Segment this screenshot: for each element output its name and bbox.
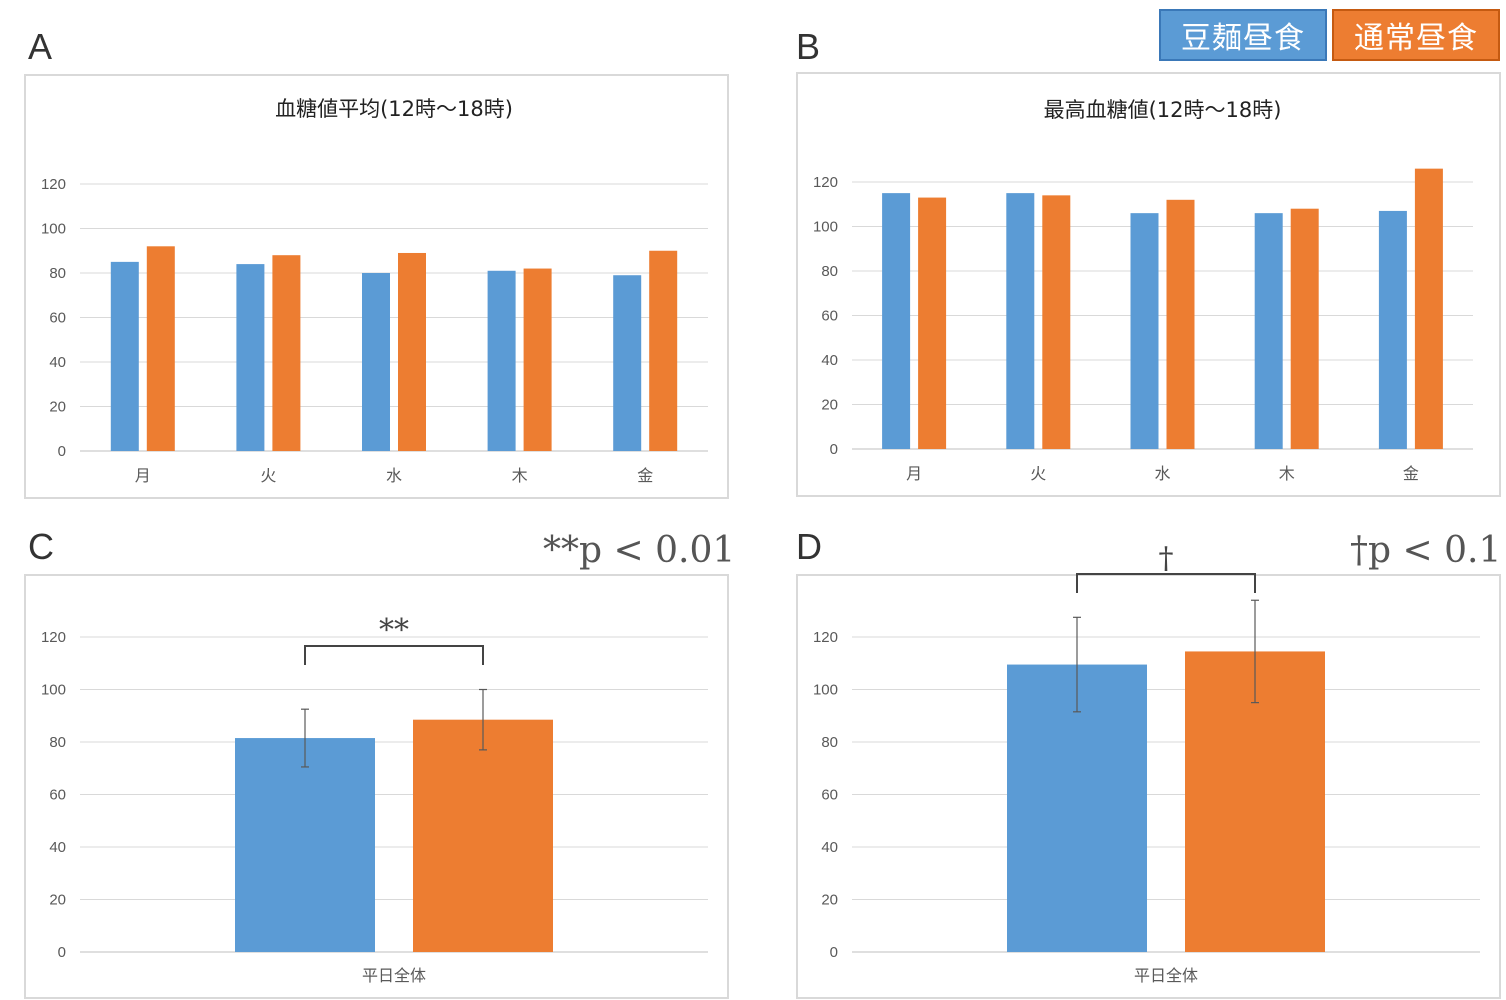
- chart-b-y-tick-label: 100: [813, 219, 838, 236]
- chart-a-category-label: 金: [637, 466, 653, 485]
- panel-letter-d: D: [796, 526, 822, 567]
- chart-b-category-label: 月: [906, 464, 922, 483]
- chart-a-bar-normal-1: [272, 255, 301, 451]
- chart-b-bar-normal-4: [1414, 168, 1443, 449]
- chart-a-category-label: 水: [386, 466, 402, 485]
- chart-a-y-tick-label: 20: [49, 399, 66, 416]
- chart-b-bar-tofu-noodle-2: [1130, 213, 1159, 449]
- chart-b-category-label: 木: [1279, 464, 1295, 483]
- chart-a-y-tick-label: 40: [49, 354, 66, 371]
- legend-item-tofu-noodle-lunch: 豆麺昼食: [1159, 9, 1327, 61]
- chart-a-title: 血糖値平均(12時〜18時): [275, 97, 513, 121]
- chart-d-y-tick-label: 60: [821, 787, 838, 804]
- chart-c-y-tick-label: 80: [49, 734, 66, 751]
- chart-c-y-tick-label: 60: [49, 787, 66, 804]
- panel-letter-a: A: [28, 26, 53, 67]
- chart-b-y-tick-label: 20: [821, 397, 838, 414]
- panel-letter-c: C: [28, 526, 54, 567]
- chart-c-y-tick-label: 40: [49, 839, 66, 856]
- chart-a-bar-normal-4: [649, 250, 678, 451]
- chart-b-bar-normal-2: [1166, 199, 1195, 449]
- chart-b-y-tick-label: 0: [830, 441, 838, 458]
- chart-b-y-tick-label: 80: [821, 263, 838, 280]
- chart-d-significance-bracket: [1076, 573, 1256, 593]
- chart-a-y-tick-label: 80: [49, 265, 66, 282]
- chart-b-bar-tofu-noodle-4: [1378, 210, 1407, 449]
- chart-d-y-tick-label: 100: [813, 682, 838, 699]
- chart-a-category-label: 火: [260, 466, 276, 485]
- chart-d-y-tick-label: 0: [830, 944, 838, 961]
- chart-b-y-tick-label: 60: [821, 308, 838, 325]
- chart-d-y-tick-label: 20: [821, 892, 838, 909]
- chart-a-bar-tofu-noodle-1: [236, 264, 265, 451]
- chart-d-y-tick-label: 80: [821, 734, 838, 751]
- chart-a-y-tick-label: 120: [41, 176, 66, 193]
- chart-a-bar-tofu-noodle-3: [487, 270, 516, 451]
- chart-b-bar-normal-3: [1290, 208, 1319, 449]
- legend-item-normal-lunch: 通常昼食: [1332, 9, 1500, 61]
- chart-b-bar-tofu-noodle-1: [1006, 193, 1035, 449]
- chart-c-y-tick-label: 0: [58, 944, 66, 961]
- chart-c-bar-normal-0: [413, 719, 553, 952]
- significance-note-c: **p < 0.01: [543, 530, 736, 571]
- chart-a-bar-tofu-noodle-4: [613, 275, 642, 451]
- chart-a-category-label: 月: [135, 466, 151, 485]
- chart-d-category-label: 平日全体: [1134, 966, 1198, 985]
- chart-d-significance-marker: †: [1159, 541, 1174, 576]
- chart-b-bar-tofu-noodle-0: [882, 193, 911, 449]
- chart-a-bar-normal-3: [523, 268, 552, 451]
- chart-d-y-tick-label: 120: [813, 629, 838, 646]
- chart-a-bar-normal-2: [398, 252, 426, 451]
- chart-a-y-tick-label: 100: [41, 221, 66, 238]
- chart-b-bar-tofu-noodle-3: [1254, 213, 1283, 449]
- chart-c-significance-bracket: [304, 645, 484, 665]
- significance-note-d: †p < 0.1: [1350, 530, 1502, 571]
- chart-c-y-tick-label: 20: [49, 892, 66, 909]
- chart-a-y-tick-label: 0: [58, 443, 66, 460]
- chart-b-title: 最高血糖値(12時〜18時): [1044, 98, 1282, 122]
- chart-a-bar-tofu-noodle-2: [362, 273, 390, 451]
- chart-c-category-label: 平日全体: [362, 966, 426, 985]
- chart-a-category-label: 木: [512, 466, 528, 485]
- chart-b-category-label: 金: [1403, 464, 1419, 483]
- chart-c-y-tick-label: 120: [41, 629, 66, 646]
- chart-a-bar-normal-0: [146, 246, 175, 451]
- chart-b-bar-normal-0: [918, 197, 947, 449]
- chart-c-y-tick-label: 100: [41, 682, 66, 699]
- panel-letter-b: B: [796, 26, 821, 67]
- chart-b-y-tick-label: 120: [813, 174, 838, 191]
- chart-b-bar-normal-1: [1042, 195, 1071, 449]
- chart-d-y-tick-label: 40: [821, 839, 838, 856]
- chart-b-category-label: 水: [1154, 464, 1170, 483]
- chart-c-significance-marker: **: [379, 613, 409, 648]
- chart-frame-c: [24, 574, 729, 999]
- chart-a-y-tick-label: 60: [49, 310, 66, 327]
- chart-c-bar-tofu-noodle-0: [235, 738, 375, 952]
- chart-a-bar-tofu-noodle-0: [110, 261, 139, 451]
- chart-b-category-label: 火: [1030, 464, 1046, 483]
- chart-b-y-tick-label: 40: [821, 352, 838, 369]
- chart-d-bar-tofu-noodle-0: [1007, 664, 1147, 952]
- chart-frame-d: [796, 574, 1501, 999]
